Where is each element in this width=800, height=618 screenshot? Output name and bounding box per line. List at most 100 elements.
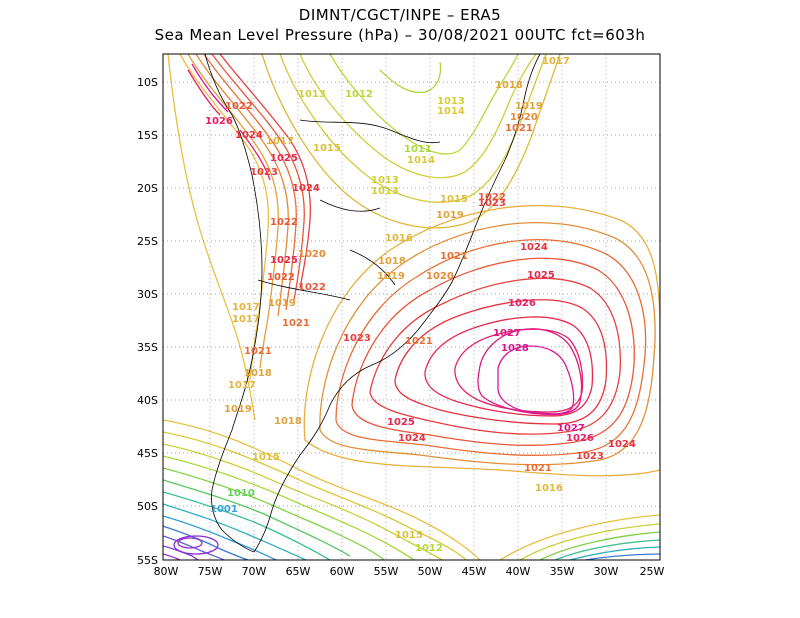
lon-tick-label: 75W bbox=[198, 565, 223, 578]
contour-label: 1022 bbox=[270, 217, 298, 228]
contour-label: 1021 bbox=[405, 336, 433, 347]
longitude-axis: 80W 75W 70W 65W 60W 55W 50W 45W 40W 35W … bbox=[154, 565, 665, 578]
contour-label: 1013 bbox=[371, 175, 399, 186]
lat-tick-label: 55S bbox=[137, 554, 158, 567]
contour-label: 1015 bbox=[395, 530, 423, 541]
southeast-low-isobars bbox=[499, 514, 660, 560]
lon-tick-label: 70W bbox=[242, 565, 267, 578]
lon-tick-label: 25W bbox=[640, 565, 665, 578]
contour-label: 1020 bbox=[298, 249, 326, 260]
contour-label: 1021 bbox=[282, 318, 310, 329]
contour-label: 1022 bbox=[225, 101, 253, 112]
contour-label: 1022 bbox=[267, 272, 295, 283]
contour-label: 1025 bbox=[270, 255, 298, 266]
contour-label: 1023 bbox=[478, 198, 506, 209]
contour-label: 1027 bbox=[557, 423, 585, 434]
contour-label: 1024 bbox=[520, 242, 548, 253]
contour-label: 1025 bbox=[387, 417, 415, 428]
contour-label: 1018 bbox=[244, 368, 272, 379]
lon-tick-label: 65W bbox=[286, 565, 311, 578]
contour-label: 1020 bbox=[510, 112, 538, 123]
contour-label: 1011 bbox=[404, 144, 432, 155]
contour-label: 1022 bbox=[298, 282, 326, 293]
contour-label: 1027 bbox=[493, 328, 521, 339]
latitude-axis: 10S 15S 20S 25S 30S 35S 40S 45S 50S 55S bbox=[137, 76, 158, 567]
contour-label: 1024 bbox=[292, 183, 320, 194]
contour-label: 1019 bbox=[224, 404, 252, 415]
lon-tick-label: 55W bbox=[374, 565, 399, 578]
contour-label: 1023 bbox=[576, 451, 604, 462]
contour-label: 1014 bbox=[407, 155, 435, 166]
contour-label: 1021 bbox=[244, 346, 272, 357]
lon-tick-label: 40W bbox=[506, 565, 531, 578]
contour-label: 1024 bbox=[235, 130, 263, 141]
lon-tick-label: 80W bbox=[154, 565, 179, 578]
country-borders bbox=[257, 119, 441, 301]
lon-tick-label: 60W bbox=[330, 565, 355, 578]
contour-label: 1018 bbox=[378, 256, 406, 267]
lat-tick-label: 40S bbox=[137, 394, 158, 407]
lat-tick-label: 35S bbox=[137, 341, 158, 354]
andes-isobars bbox=[167, 54, 312, 421]
contour-label: 1021 bbox=[505, 123, 533, 134]
contour-label: 1023 bbox=[250, 167, 278, 178]
contour-label: 1015 bbox=[313, 143, 341, 154]
contour-label: 1026 bbox=[566, 433, 594, 444]
contour-label: 1024 bbox=[398, 433, 426, 444]
contour-label: 1026 bbox=[205, 116, 233, 127]
contour-label: 1021 bbox=[524, 463, 552, 474]
atlantic-high-isobars bbox=[303, 204, 660, 477]
contour-label: 1012 bbox=[345, 89, 373, 100]
lat-tick-label: 25S bbox=[137, 235, 158, 248]
contour-label: 1018 bbox=[274, 416, 302, 427]
contour-label: 1013 bbox=[437, 96, 465, 107]
contour-label: 1017 bbox=[232, 314, 260, 325]
north-low-isobars bbox=[261, 54, 561, 229]
map-title-line2: Sea Mean Level Pressure (hPa) – 30/08/20… bbox=[154, 26, 646, 44]
contour-label: 1022 bbox=[478, 192, 506, 203]
contour-label: 1016 bbox=[535, 483, 563, 494]
contour-label: 1024 bbox=[608, 439, 636, 450]
contour-label: 1028 bbox=[501, 343, 529, 354]
map-frame bbox=[162, 53, 661, 561]
contour-label: 1001 bbox=[210, 504, 238, 515]
lon-tick-label: 45W bbox=[462, 565, 487, 578]
lat-tick-label: 10S bbox=[137, 76, 158, 89]
contour-label: 1018 bbox=[495, 80, 523, 91]
graticule bbox=[163, 54, 660, 560]
contour-label: 1010 bbox=[227, 488, 255, 499]
lat-tick-label: 30S bbox=[137, 288, 158, 301]
contour-labels: 1024 1025 1026 1027 1028 1027 1026 1025 … bbox=[205, 56, 636, 554]
contour-label: 1017 bbox=[266, 136, 294, 147]
contour-label: 1017 bbox=[232, 302, 260, 313]
contour-label: 1016 bbox=[385, 233, 413, 244]
contour-label: 1019 bbox=[436, 210, 464, 221]
lon-tick-label: 30W bbox=[594, 565, 619, 578]
south-america-east-coast bbox=[253, 54, 541, 553]
lat-tick-label: 15S bbox=[137, 129, 158, 142]
contour-label: 1020 bbox=[426, 271, 454, 282]
lon-tick-label: 35W bbox=[550, 565, 575, 578]
contour-label: 1021 bbox=[440, 251, 468, 262]
lat-tick-label: 20S bbox=[137, 182, 158, 195]
contour-label: 1012 bbox=[415, 543, 443, 554]
lon-tick-label: 50W bbox=[418, 565, 443, 578]
contour-label: 1023 bbox=[343, 333, 371, 344]
contour-label: 1019 bbox=[515, 101, 543, 112]
contour-label: 1025 bbox=[270, 153, 298, 164]
contour-label: 1013 bbox=[298, 89, 326, 100]
lat-tick-label: 45S bbox=[137, 447, 158, 460]
contour-label: 1015 bbox=[252, 452, 280, 463]
map-title-line1: DIMNT/CGCT/INPE – ERA5 bbox=[298, 6, 502, 24]
contour-label: 1015 bbox=[440, 194, 468, 205]
contour-label: 1019 bbox=[377, 271, 405, 282]
contour-label: 1014 bbox=[437, 106, 465, 117]
lat-tick-label: 50S bbox=[137, 500, 158, 513]
contour-label: 1017 bbox=[228, 380, 256, 391]
contour-label: 1013 bbox=[371, 186, 399, 197]
isobar-field bbox=[163, 54, 660, 560]
contour-label: 1026 bbox=[508, 298, 536, 309]
contour-label: 1025 bbox=[527, 270, 555, 281]
contour-label: 1019 bbox=[268, 298, 296, 309]
